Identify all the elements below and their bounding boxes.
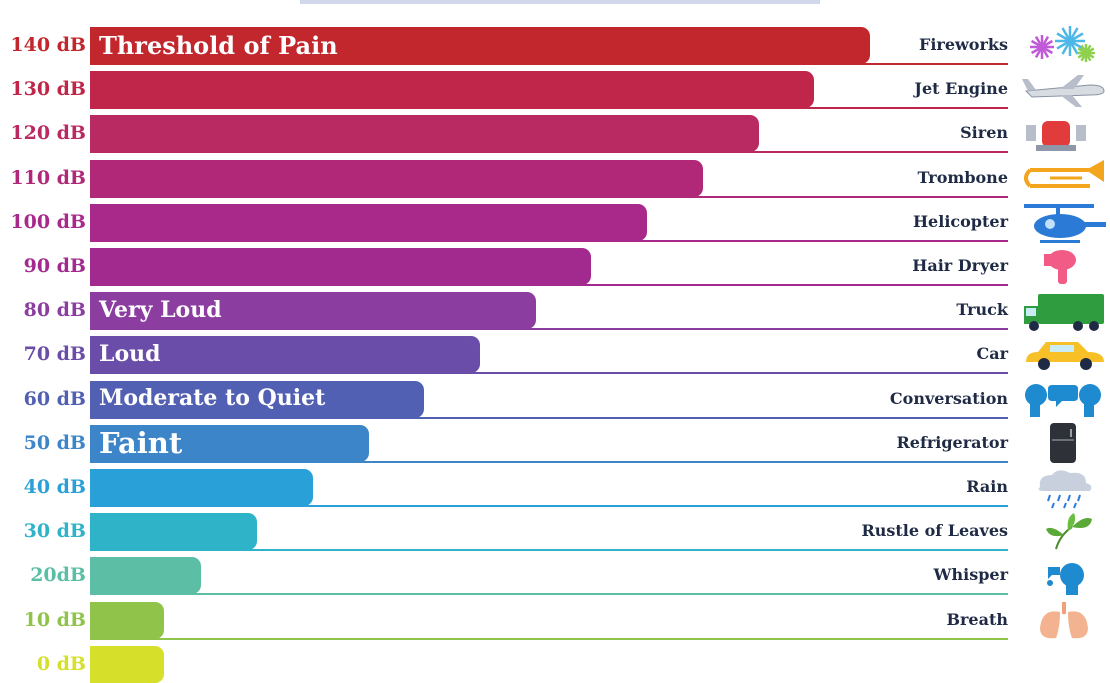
db-value-label: 120 dB (10, 122, 86, 145)
bar (90, 513, 258, 551)
db-value-label: 10 dB (23, 608, 86, 631)
db-value-label: 30 dB (23, 520, 86, 543)
db-value-label: 140 dB (10, 34, 86, 56)
whisper-icon (1020, 553, 1108, 597)
sound-source-label: Whisper (933, 565, 1008, 585)
refrigerator-icon (1020, 421, 1108, 465)
bar (90, 203, 648, 241)
breath-icon (1020, 598, 1108, 642)
top-strip (300, 0, 820, 4)
sound-source-label: Car (976, 344, 1008, 364)
siren-icon (1020, 111, 1108, 155)
sound-source-label: Helicopter (912, 211, 1008, 231)
db-value-label: 60 dB (23, 387, 86, 410)
rustle-of-leaves-icon (1020, 509, 1108, 553)
rain-icon (1020, 465, 1108, 509)
db-value-label: 70 dB (23, 343, 86, 366)
sound-source-label: Breath (946, 609, 1008, 629)
sound-source-label: Jet Engine (914, 79, 1008, 99)
sound-source-label: Refrigerator (896, 432, 1008, 452)
bar (90, 71, 815, 109)
db-value-label: 110 dB (10, 166, 86, 189)
bar (90, 557, 202, 595)
bar-baseline (90, 372, 1008, 375)
zone-label: Moderate to Quiet (99, 385, 326, 412)
sound-source-label: Conversation (889, 388, 1008, 408)
bar-baseline (90, 637, 1008, 640)
sound-source-label: Truck (956, 300, 1008, 320)
truck-icon (1020, 288, 1108, 332)
conversation-icon (1020, 377, 1108, 421)
car-icon (1020, 332, 1108, 376)
trombone-icon (1020, 156, 1108, 200)
db-value-label: 20dB (30, 564, 86, 587)
bar-baseline (90, 416, 1008, 419)
bar (90, 601, 164, 639)
db-value-label: 40 dB (23, 476, 86, 498)
db-value-label: 90 dB (23, 255, 86, 277)
db-value-label: 130 dB (10, 78, 86, 101)
bar (90, 27, 870, 64)
bar-baseline (90, 151, 1008, 154)
bar (90, 424, 369, 462)
bar-baseline (90, 107, 1008, 110)
bar (90, 380, 425, 418)
bar (90, 115, 759, 153)
db-value-label: 100 dB (10, 210, 86, 233)
bar (90, 159, 703, 197)
zone-label: Faint (99, 426, 183, 461)
hair-dryer-icon (1020, 244, 1108, 288)
bar (90, 248, 592, 285)
sound-source-label: Rustle of Leaves (861, 521, 1008, 541)
db-value-label: 80 dB (23, 299, 86, 322)
bar-baseline (90, 284, 1008, 286)
helicopter-icon (1020, 200, 1108, 244)
bar (90, 292, 536, 330)
sound-source-label: Rain (966, 477, 1008, 496)
db-value-label: 0 dB (36, 652, 86, 675)
bar (90, 469, 313, 506)
sound-source-label: Fireworks (918, 35, 1008, 54)
zone-label: Threshold of Pain (99, 30, 338, 60)
jet-engine-icon (1020, 67, 1108, 111)
bar-baseline (90, 593, 1008, 596)
db-value-label: 50 dB (23, 431, 86, 454)
sound-source-label: Trombone (917, 167, 1008, 187)
bar (90, 645, 164, 683)
bar-baseline (90, 328, 1008, 331)
bar-baseline (90, 460, 1008, 463)
bar-baseline (90, 549, 1008, 552)
zone-label: Very Loud (99, 296, 222, 323)
bar (90, 336, 480, 374)
zone-label: Loud (99, 341, 161, 368)
sound-source-label: Siren (960, 123, 1008, 143)
bar-baseline (90, 505, 1008, 507)
bar-baseline (90, 63, 1008, 65)
sound-source-label: Hair Dryer (912, 256, 1008, 275)
bar-baseline (90, 195, 1008, 198)
fireworks-icon (1020, 23, 1108, 67)
bar-baseline (90, 239, 1008, 242)
